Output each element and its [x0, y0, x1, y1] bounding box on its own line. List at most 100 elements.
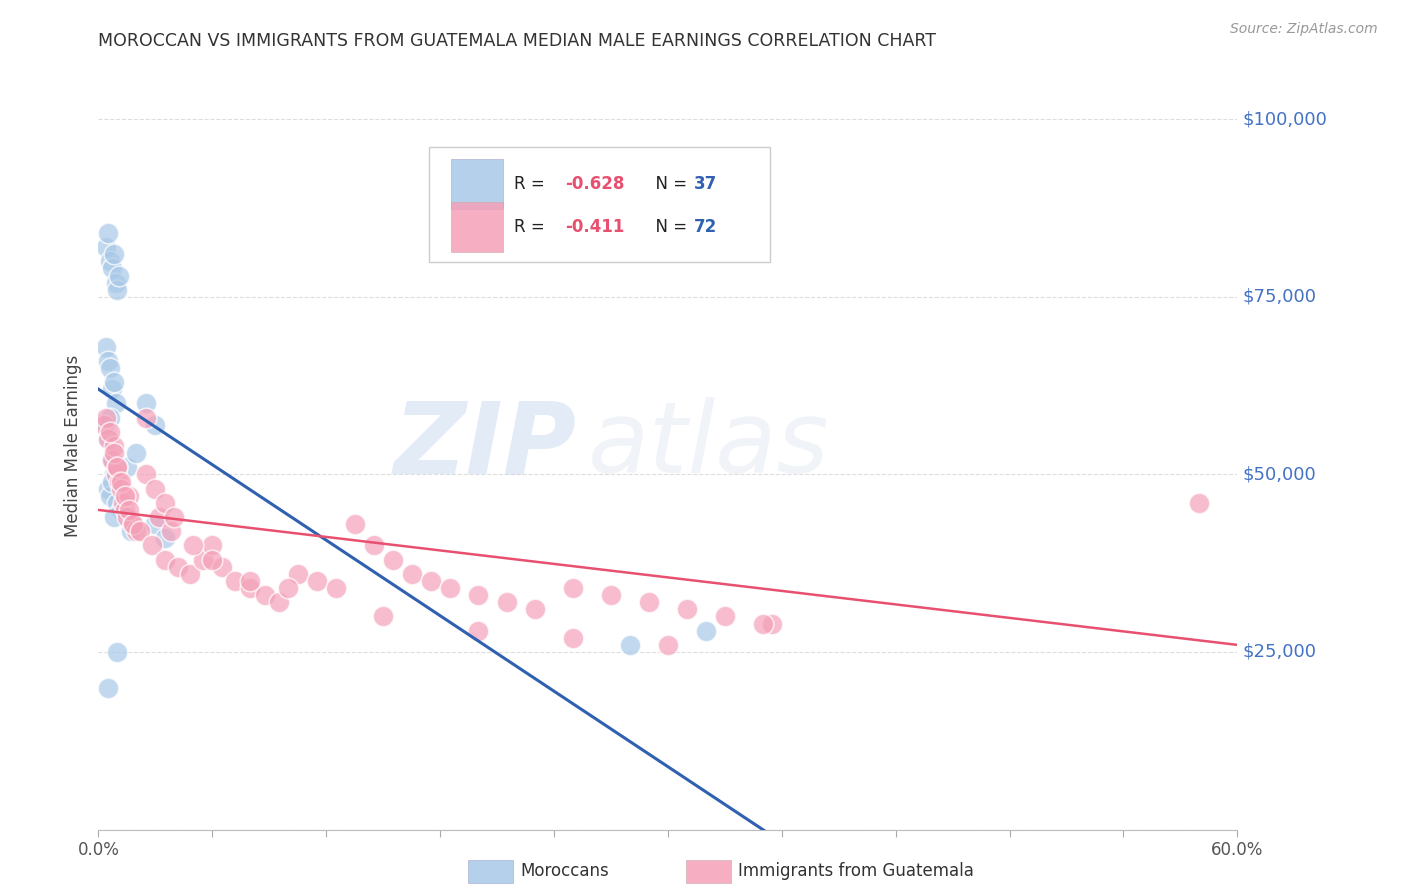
- Point: [135, 396, 157, 410]
- Point: [98, 254, 121, 268]
- Text: Moroccans: Moroccans: [520, 863, 609, 880]
- Point: [97, 226, 120, 240]
- Point: [145, 517, 167, 532]
- Point: [125, 446, 148, 460]
- Point: [94, 340, 117, 354]
- Point: [110, 475, 132, 489]
- Text: 72: 72: [695, 219, 717, 236]
- Point: [287, 566, 309, 581]
- Point: [107, 460, 129, 475]
- Point: [125, 524, 148, 539]
- Point: [183, 538, 205, 552]
- Point: [153, 552, 176, 566]
- Point: [148, 510, 170, 524]
- Point: [325, 581, 347, 595]
- Point: [94, 410, 117, 425]
- Point: [201, 538, 224, 552]
- Point: [191, 552, 214, 566]
- Point: [305, 574, 328, 588]
- Point: [163, 510, 186, 524]
- Point: [562, 631, 585, 645]
- Point: [153, 532, 176, 546]
- Point: [103, 446, 125, 460]
- Y-axis label: Median Male Earnings: Median Male Earnings: [65, 355, 83, 537]
- Point: [381, 552, 404, 566]
- Text: -0.411: -0.411: [565, 219, 624, 236]
- Point: [401, 566, 423, 581]
- Point: [419, 574, 441, 588]
- Text: ZIP: ZIP: [394, 398, 576, 494]
- Point: [100, 453, 122, 467]
- Point: [103, 247, 125, 261]
- Point: [145, 417, 167, 432]
- Point: [467, 624, 489, 638]
- Point: [97, 432, 120, 446]
- Point: [114, 503, 136, 517]
- Point: [619, 638, 641, 652]
- Point: [103, 510, 125, 524]
- Text: $50,000: $50,000: [1243, 466, 1317, 483]
- Point: [100, 382, 122, 396]
- Point: [153, 496, 176, 510]
- Point: [107, 645, 129, 659]
- Point: [115, 460, 138, 475]
- Text: Immigrants from Guatemala: Immigrants from Guatemala: [738, 863, 974, 880]
- Point: [104, 276, 127, 290]
- Text: -0.628: -0.628: [565, 175, 624, 193]
- Point: [343, 517, 366, 532]
- FancyBboxPatch shape: [429, 147, 770, 262]
- Point: [363, 538, 385, 552]
- Point: [562, 581, 585, 595]
- Point: [657, 638, 679, 652]
- Point: [201, 552, 224, 566]
- Point: [107, 496, 129, 510]
- Point: [159, 524, 181, 539]
- Point: [1188, 496, 1211, 510]
- Point: [100, 261, 122, 276]
- Text: 37: 37: [695, 175, 717, 193]
- Text: R =: R =: [515, 175, 550, 193]
- FancyBboxPatch shape: [451, 159, 503, 209]
- Point: [115, 510, 138, 524]
- Point: [439, 581, 461, 595]
- Point: [121, 517, 143, 532]
- Point: [277, 581, 299, 595]
- Point: [695, 624, 717, 638]
- Point: [114, 489, 136, 503]
- Point: [98, 410, 121, 425]
- Point: [103, 467, 125, 482]
- Point: [98, 489, 121, 503]
- Point: [121, 517, 143, 532]
- Point: [167, 559, 190, 574]
- Point: [98, 360, 121, 375]
- Point: [97, 482, 120, 496]
- Point: [135, 410, 157, 425]
- Text: N =: N =: [645, 175, 692, 193]
- Point: [94, 417, 117, 432]
- Point: [118, 489, 141, 503]
- Point: [112, 496, 135, 510]
- Point: [714, 609, 737, 624]
- Text: R =: R =: [515, 219, 550, 236]
- Point: [179, 566, 201, 581]
- Point: [141, 538, 163, 552]
- Point: [224, 574, 246, 588]
- Point: [103, 375, 125, 389]
- Point: [524, 602, 547, 616]
- Point: [107, 283, 129, 297]
- FancyBboxPatch shape: [451, 202, 503, 252]
- Point: [638, 595, 661, 609]
- Point: [254, 588, 277, 602]
- Point: [108, 268, 131, 283]
- Point: [371, 609, 394, 624]
- Text: MOROCCAN VS IMMIGRANTS FROM GUATEMALA MEDIAN MALE EARNINGS CORRELATION CHART: MOROCCAN VS IMMIGRANTS FROM GUATEMALA ME…: [98, 32, 936, 50]
- Point: [97, 432, 120, 446]
- Point: [93, 417, 115, 432]
- Text: Source: ZipAtlas.com: Source: ZipAtlas.com: [1230, 22, 1378, 37]
- Point: [110, 482, 132, 496]
- Point: [94, 240, 117, 254]
- Point: [110, 503, 132, 517]
- Text: $25,000: $25,000: [1243, 643, 1317, 661]
- Point: [752, 616, 775, 631]
- Point: [104, 467, 127, 482]
